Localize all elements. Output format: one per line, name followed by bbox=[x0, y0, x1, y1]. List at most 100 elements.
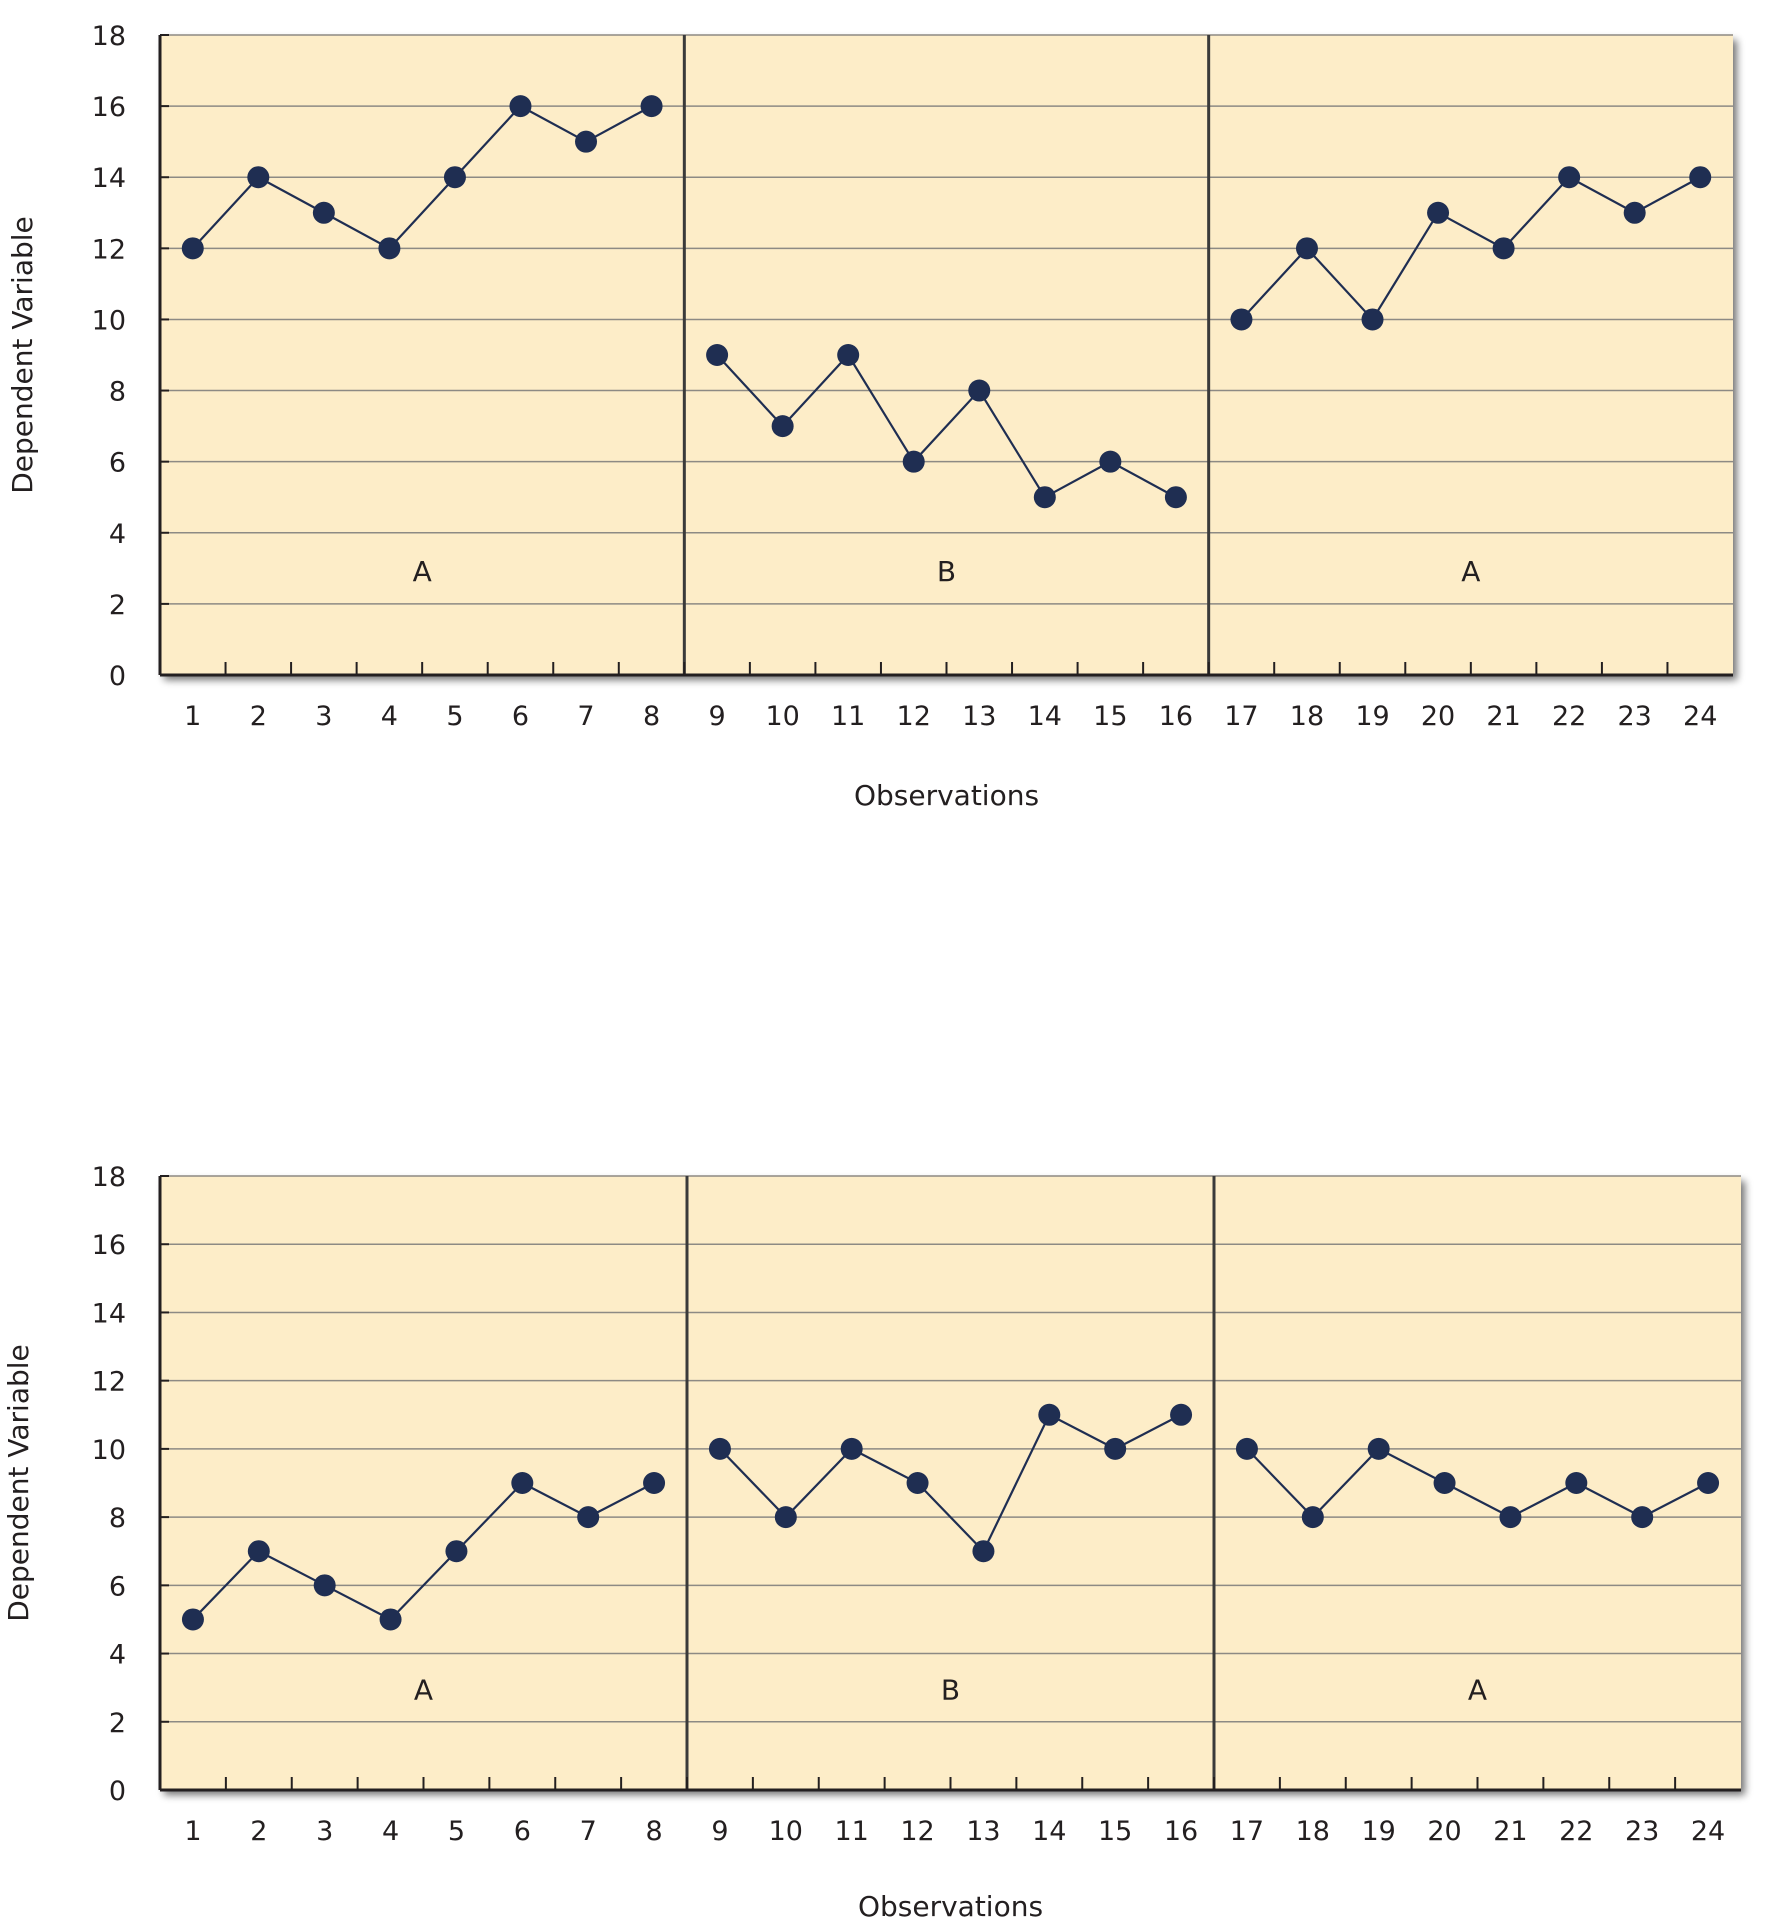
y-tick-label: 16 bbox=[92, 92, 126, 123]
x-tick-label: 21 bbox=[1493, 1816, 1527, 1847]
data-point bbox=[181, 237, 204, 260]
x-tick-label: 5 bbox=[448, 1816, 465, 1847]
data-point bbox=[1427, 201, 1450, 224]
series-line bbox=[1246, 1447, 1709, 1519]
x-tick-label: 11 bbox=[831, 701, 865, 732]
data-point bbox=[445, 1540, 468, 1563]
data-point bbox=[1033, 486, 1056, 509]
data-point bbox=[1433, 1472, 1456, 1494]
x-tick-label: 3 bbox=[315, 701, 332, 732]
x-tick-label: 15 bbox=[1098, 1816, 1132, 1847]
data-point bbox=[906, 1472, 929, 1494]
data-point bbox=[902, 450, 925, 473]
phase-label: B bbox=[937, 555, 956, 588]
x-tick-label: 20 bbox=[1421, 701, 1455, 732]
x-tick-label: 3 bbox=[316, 1816, 333, 1847]
data-point bbox=[1170, 1403, 1193, 1426]
data-point bbox=[708, 1437, 731, 1460]
series-line bbox=[716, 353, 1177, 499]
x-tick-label: 20 bbox=[1427, 1816, 1461, 1847]
x-tick-label: 5 bbox=[446, 701, 463, 732]
x-tick-label: 17 bbox=[1224, 701, 1258, 732]
y-tick-label: 4 bbox=[109, 1640, 126, 1671]
data-point bbox=[1230, 308, 1253, 331]
data-point bbox=[509, 95, 532, 118]
data-point bbox=[1492, 237, 1515, 260]
x-tick-label: 6 bbox=[514, 1816, 531, 1847]
data-point bbox=[1367, 1437, 1390, 1460]
data-point bbox=[840, 1437, 863, 1460]
data-point bbox=[313, 1574, 336, 1597]
data-point bbox=[511, 1472, 534, 1494]
x-tick-label: 19 bbox=[1362, 1816, 1396, 1847]
x-tick-label: 1 bbox=[184, 701, 201, 732]
data-point bbox=[1623, 201, 1646, 224]
data-point bbox=[640, 95, 663, 118]
series-line bbox=[719, 1413, 1182, 1554]
series-line bbox=[1240, 175, 1701, 322]
x-tick-label: 23 bbox=[1625, 1816, 1659, 1847]
data-point bbox=[312, 201, 335, 224]
x-tick-label: 19 bbox=[1355, 701, 1389, 732]
x-tick-label: 16 bbox=[1164, 1816, 1198, 1847]
data-point bbox=[1361, 308, 1384, 331]
x-tick-label: 12 bbox=[897, 701, 931, 732]
x-tick-label: 10 bbox=[765, 701, 799, 732]
x-tick-label: 13 bbox=[966, 1816, 1000, 1847]
plot-area bbox=[160, 35, 1733, 675]
x-tick-label: 12 bbox=[900, 1816, 934, 1847]
x-tick-label: 1 bbox=[184, 1816, 201, 1847]
y-tick-label: 14 bbox=[92, 1298, 126, 1329]
data-point bbox=[247, 166, 270, 189]
y-tick-label: 10 bbox=[92, 305, 126, 336]
data-point bbox=[379, 1608, 402, 1631]
y-tick-label: 14 bbox=[92, 163, 126, 194]
data-point bbox=[1565, 1472, 1588, 1494]
y-tick-label: 12 bbox=[92, 1367, 126, 1398]
y-axis-title: Dependent Variable bbox=[6, 216, 39, 494]
data-point bbox=[1104, 1437, 1127, 1460]
data-point bbox=[1038, 1403, 1061, 1426]
x-tick-label: 22 bbox=[1559, 1816, 1593, 1847]
data-point bbox=[706, 344, 729, 366]
x-tick-label: 17 bbox=[1230, 1816, 1264, 1847]
x-tick-label: 4 bbox=[382, 1816, 399, 1847]
y-tick-label: 10 bbox=[92, 1435, 126, 1466]
data-point bbox=[378, 237, 401, 260]
data-point bbox=[1235, 1437, 1258, 1460]
data-point bbox=[1099, 450, 1122, 473]
data-point bbox=[643, 1472, 666, 1494]
x-tick-label: 11 bbox=[835, 1816, 869, 1847]
phase-label: A bbox=[1461, 555, 1480, 588]
x-tick-label: 2 bbox=[250, 1816, 267, 1847]
data-point bbox=[774, 1506, 797, 1529]
x-tick-label: 18 bbox=[1296, 1816, 1330, 1847]
x-tick-label: 7 bbox=[577, 701, 594, 732]
x-tick-label: 9 bbox=[711, 1816, 728, 1847]
y-tick-label: 2 bbox=[109, 1708, 126, 1739]
y-tick-label: 6 bbox=[109, 1571, 126, 1602]
x-tick-label: 14 bbox=[1032, 1816, 1066, 1847]
x-axis-title: Observations bbox=[854, 779, 1039, 812]
data-point bbox=[181, 1608, 204, 1631]
x-tick-label: 4 bbox=[381, 701, 398, 732]
y-tick-label: 0 bbox=[109, 1776, 126, 1807]
x-tick-label: 8 bbox=[645, 1816, 662, 1847]
y-tick-label: 8 bbox=[109, 1503, 126, 1534]
x-tick-label: 21 bbox=[1486, 701, 1520, 732]
phase-label: A bbox=[413, 555, 432, 588]
x-tick-label: 24 bbox=[1691, 1816, 1725, 1847]
plot-area bbox=[160, 1176, 1741, 1790]
x-tick-label: 15 bbox=[1093, 701, 1127, 732]
y-tick-label: 2 bbox=[109, 590, 126, 621]
x-axis-title: Observations bbox=[858, 1890, 1043, 1923]
x-tick-label: 23 bbox=[1618, 701, 1652, 732]
y-tick-label: 4 bbox=[109, 519, 126, 550]
y-tick-label: 12 bbox=[92, 234, 126, 265]
data-point bbox=[577, 1506, 600, 1529]
data-point bbox=[837, 344, 860, 366]
x-tick-label: 14 bbox=[1028, 701, 1062, 732]
data-point bbox=[1689, 166, 1712, 189]
